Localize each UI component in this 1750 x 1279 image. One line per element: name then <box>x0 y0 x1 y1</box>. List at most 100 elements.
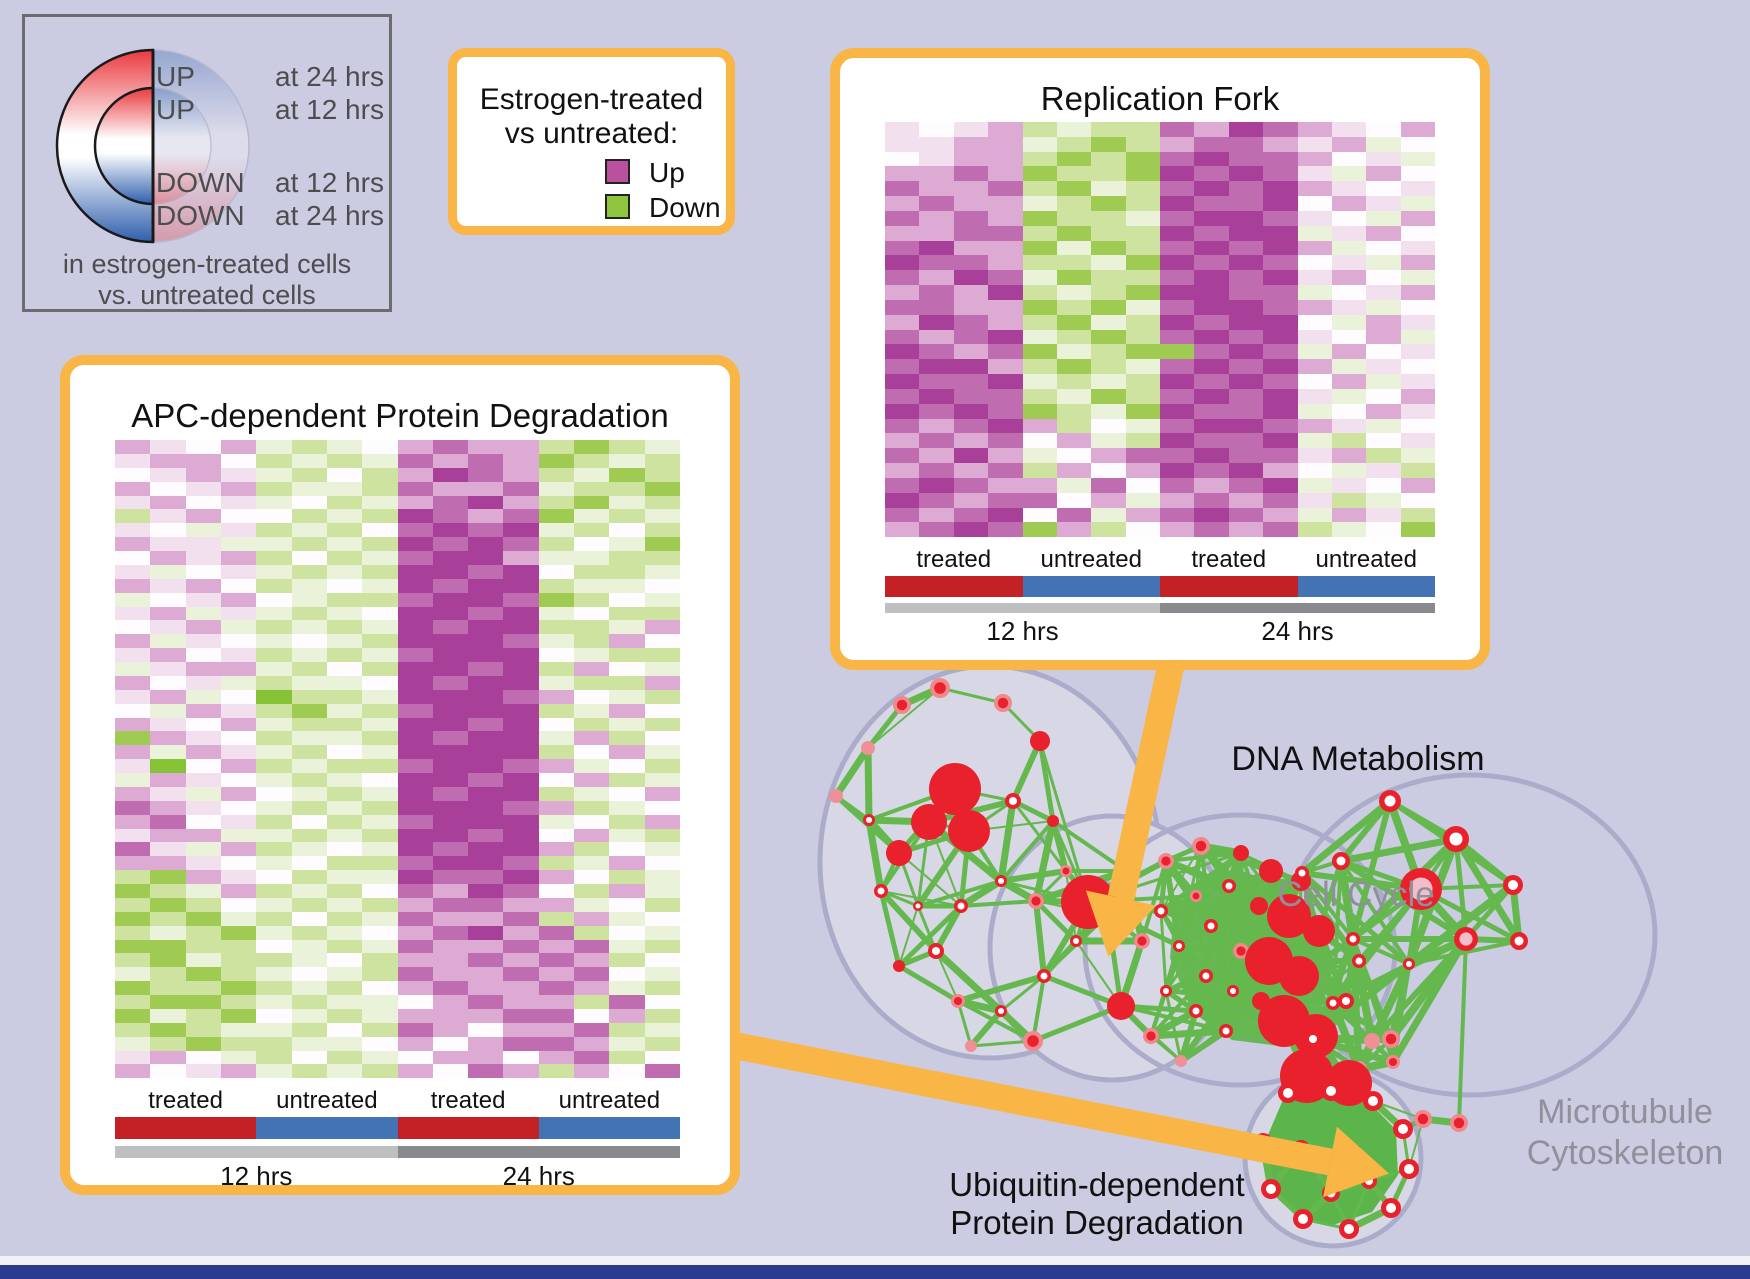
heatmap-cell <box>503 884 539 898</box>
heatmap-cell <box>291 467 327 482</box>
heatmap-cell <box>185 509 221 524</box>
heatmap-cell <box>1160 166 1195 182</box>
heatmap-cell <box>1022 196 1057 211</box>
network-node-core <box>1404 1164 1414 1174</box>
heatmap-cell <box>468 967 504 982</box>
arrow-head <box>1085 890 1157 957</box>
heatmap-cell <box>644 953 680 968</box>
heatmap-cell <box>919 492 954 508</box>
updown-time-label: at 24 hrs <box>275 200 384 231</box>
network-edge <box>916 905 938 952</box>
heatmap-cell <box>644 509 680 524</box>
heatmap-cell <box>919 433 954 449</box>
heatmap-row <box>115 606 680 621</box>
heatmap-cell <box>538 911 575 926</box>
heatmap-cell <box>326 884 363 898</box>
heatmap-cell <box>988 166 1023 182</box>
heatmap-cell <box>362 551 398 565</box>
heatmap-cell <box>432 870 469 884</box>
heatmap-cell <box>574 481 610 496</box>
heatmap-cell <box>185 1064 221 1079</box>
network-node-core <box>998 1008 1004 1014</box>
heatmap-cell <box>291 1036 327 1051</box>
heatmap-cell <box>1091 181 1126 197</box>
heatmap-cell <box>1263 299 1298 315</box>
heatmap-cell <box>1125 314 1160 330</box>
heatmap-cell <box>503 703 539 718</box>
heatmap-cell <box>397 453 433 468</box>
heatmap-cell <box>1022 210 1057 226</box>
heatmap-cell <box>1056 285 1092 300</box>
heatmap-cell <box>1091 136 1126 152</box>
heatmap-row <box>885 122 1435 137</box>
heatmap-cell <box>609 523 645 538</box>
heatmap-cell <box>919 225 954 241</box>
heatmap-cell <box>1297 463 1332 478</box>
heatmap-cell <box>953 166 989 182</box>
heatmap-cell <box>1331 522 1367 538</box>
heatmap-cell <box>1160 359 1195 375</box>
heatmap-cell <box>1400 329 1435 345</box>
heatmap-cell <box>1194 492 1229 508</box>
heatmap-cell <box>574 939 610 954</box>
heatmap-cell <box>503 453 539 468</box>
network-node-red <box>1259 859 1283 883</box>
heatmap-cell <box>432 995 469 1009</box>
heatmap-cell <box>1056 181 1092 197</box>
heatmap-cell <box>1022 136 1057 152</box>
network-edge <box>1038 740 1090 903</box>
heatmap-cell <box>1194 359 1229 375</box>
heatmap-cell <box>885 448 920 464</box>
heatmap-cell <box>1263 329 1298 345</box>
heatmap-cell <box>432 800 469 815</box>
heatmap-cell <box>220 856 257 871</box>
heatmap-cell <box>609 1050 645 1065</box>
apc-time-labels: 12 hrs 24 hrs <box>115 1161 680 1192</box>
heatmap-cell <box>256 564 292 579</box>
heatmap-cell <box>1228 492 1264 508</box>
heatmap-cell <box>291 773 327 787</box>
heatmap-cell <box>1160 122 1195 137</box>
heatmap-cell <box>953 403 989 419</box>
network-edge <box>1406 881 1516 968</box>
heatmap-cell <box>1297 448 1332 464</box>
heatmap-cell <box>397 578 433 593</box>
heatmap-cell <box>185 537 221 551</box>
microtubule-label-line1: Microtubule <box>1537 1093 1713 1131</box>
heatmap-cell <box>1056 225 1092 241</box>
heatmap-cell <box>1160 255 1195 271</box>
arrow-shaft <box>734 1032 1333 1176</box>
inner-ring-left-half <box>93 86 155 206</box>
heatmap-cell <box>609 1064 645 1079</box>
rf-panel: Replication Fork treated untreated treated… <box>830 48 1490 670</box>
heatmap-cell <box>1228 359 1264 375</box>
heatmap-cell <box>1125 507 1160 523</box>
heatmap-cell <box>538 870 575 884</box>
network-node-red <box>893 960 905 972</box>
heatmap-cell <box>644 1036 680 1051</box>
heatmap-cell <box>291 1064 327 1079</box>
heatmap-cell <box>1160 270 1195 286</box>
heatmap-cell <box>362 897 398 912</box>
heatmap-cell <box>291 453 327 468</box>
heatmap-cell <box>953 225 989 241</box>
heatmap-cell <box>362 703 398 718</box>
heatmap-cell <box>150 592 186 607</box>
heatmap-cell <box>115 1008 151 1023</box>
heatmap-cell <box>1366 240 1401 256</box>
heatmap-cell <box>988 403 1023 419</box>
heatmap-cell <box>115 634 151 649</box>
heatmap-cell <box>432 717 469 732</box>
heatmap-cell <box>468 870 504 884</box>
network-node-core <box>1298 869 1306 877</box>
heatmap-cell <box>609 551 645 565</box>
heatmap-cell <box>468 981 504 995</box>
heatmap-cell <box>468 800 504 815</box>
heatmap-cell <box>1160 196 1195 211</box>
network-node-core <box>1326 1086 1336 1096</box>
heatmap-cell <box>1228 255 1264 271</box>
heatmap-cell <box>988 522 1023 538</box>
heatmap-cell <box>919 448 954 464</box>
heatmap-cell <box>609 675 645 690</box>
heatmap-cell <box>1366 463 1401 478</box>
